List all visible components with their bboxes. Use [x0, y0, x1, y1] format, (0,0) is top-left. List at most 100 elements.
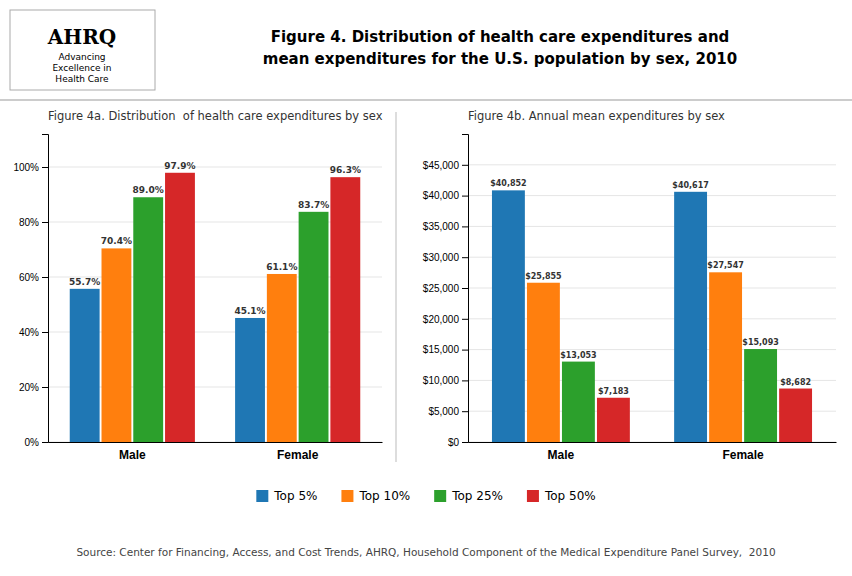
y-tick: $0 [448, 437, 468, 448]
data-labels: 55.7%45.1%70.4%61.1%89.0%83.7%97.9%96.3% [69, 161, 361, 316]
x-tick-label: Female [722, 448, 764, 462]
y-tick: 100% [13, 162, 48, 173]
data-label: 61.1% [266, 262, 297, 272]
page: AHRQAdvancingExcellence inHealth CareFig… [0, 0, 852, 576]
y-tick-mark [462, 411, 468, 412]
data-label: 70.4% [101, 236, 132, 246]
legend-swatch [434, 490, 446, 502]
legend-item: Top 10% [341, 489, 410, 503]
y-tick-mark [462, 165, 468, 166]
y-tick-mark [42, 332, 48, 333]
x-axis: Male Female [49, 442, 383, 462]
x-axis: Male Female [469, 442, 837, 462]
data-label: 45.1% [234, 306, 265, 316]
x-tick-label: Female [277, 448, 319, 462]
y-tick: $35,000 [423, 221, 468, 232]
data-label: $13,053 [560, 351, 596, 360]
y-tick-mark [462, 350, 468, 351]
y-tick-label: 100% [13, 162, 39, 173]
x-axis-line [49, 442, 383, 443]
source: Source: Center for Financing, Access, an… [76, 546, 775, 558]
divider [396, 112, 397, 462]
y-tick-mark [462, 442, 468, 443]
data-label: 83.7% [298, 200, 329, 210]
bar [299, 212, 329, 442]
bar [102, 248, 132, 442]
y-tick: 80% [19, 217, 48, 228]
bar [527, 283, 560, 442]
y-tick-mark [462, 257, 468, 258]
y-axis-line [42, 135, 49, 443]
y-tick: $10,000 [423, 375, 468, 386]
x-axis-line [469, 442, 837, 443]
chart: 55.7%45.1%70.4%61.1%89.0%83.7%97.9%96.3%… [13, 109, 382, 462]
legend-item: Top 50% [527, 489, 596, 503]
legend-swatch [527, 490, 539, 502]
y-tick: 60% [19, 272, 48, 283]
bar [492, 190, 525, 442]
chart-title: Figure 4a. Distribution of health care e… [48, 109, 383, 123]
bar [562, 362, 595, 442]
bar [744, 349, 777, 442]
y-tick-mark [42, 277, 48, 278]
y-tick: 20% [19, 382, 48, 393]
y-tick-label: $15,000 [423, 344, 460, 355]
data-label: $15,093 [742, 338, 778, 347]
bar [133, 197, 163, 442]
y-tick: $5,000 [428, 406, 468, 417]
data-label: $40,617 [672, 181, 708, 190]
title-line: Figure 4. Distribution of health care ex… [271, 28, 730, 46]
legend-label: Top 25% [451, 489, 503, 503]
y-tick-label: $40,000 [423, 190, 460, 201]
data-label: $25,855 [525, 272, 562, 281]
y-axis: $0 $5,000 $10,000 $15,000 $20,000 $25,000 $30,… [423, 135, 469, 448]
y-tick-label: 20% [19, 382, 39, 393]
x-tick: Female [277, 442, 319, 462]
header-border [0, 100, 852, 101]
logo-subtext: AdvancingExcellence inHealth Care [52, 52, 111, 84]
data-label: 96.3% [330, 165, 361, 175]
bar [779, 389, 812, 442]
y-tick: $15,000 [423, 344, 468, 355]
chart: $40,852$40,617$25,855$27,547$13,053$15,0… [423, 109, 837, 462]
y-tick-label: $0 [448, 437, 460, 448]
x-tick-label: Male [548, 448, 575, 462]
grid [48, 167, 382, 442]
bar [674, 192, 707, 442]
y-tick: $30,000 [423, 252, 468, 263]
y-tick-label: $45,000 [423, 160, 460, 171]
y-tick-mark [42, 442, 48, 443]
y-tick-mark [462, 288, 468, 289]
y-tick: $20,000 [423, 314, 468, 325]
y-axis: 0% 20% 40% 60% 80% 100% [13, 135, 48, 448]
data-label: $27,547 [707, 261, 743, 270]
y-tick: $25,000 [423, 283, 468, 294]
legend-item: Top 5% [256, 489, 317, 503]
y-tick-label: 40% [19, 327, 39, 338]
y-tick-mark [42, 222, 48, 223]
y-tick-mark [462, 319, 468, 320]
bar [267, 274, 297, 442]
grid [468, 165, 836, 442]
x-tick: Female [722, 442, 764, 462]
bar [709, 272, 742, 442]
y-tick-label: 60% [19, 272, 39, 283]
y-tick-label: $20,000 [423, 314, 460, 325]
title: Figure 4. Distribution of health care ex… [263, 28, 737, 68]
y-tick: $45,000 [423, 160, 468, 171]
bar [597, 398, 630, 442]
bar [165, 173, 195, 442]
bar [330, 177, 360, 442]
legend-swatch [256, 490, 268, 502]
title-line: mean expenditures for the U.S. populatio… [263, 50, 737, 68]
y-tick: 0% [25, 437, 48, 448]
data-label: $8,682 [780, 378, 811, 387]
y-tick-label: $10,000 [423, 375, 460, 386]
y-tick-mark [462, 380, 468, 381]
x-tick-label: Male [119, 448, 146, 462]
legend-label: Top 10% [358, 489, 410, 503]
logo-subtext-line: Advancing [58, 52, 105, 62]
legend: Top 5% Top 10% Top 25% Top 50% [256, 489, 595, 503]
y-tick: $40,000 [423, 190, 468, 201]
logo-subtext-line: Health Care [55, 74, 109, 84]
